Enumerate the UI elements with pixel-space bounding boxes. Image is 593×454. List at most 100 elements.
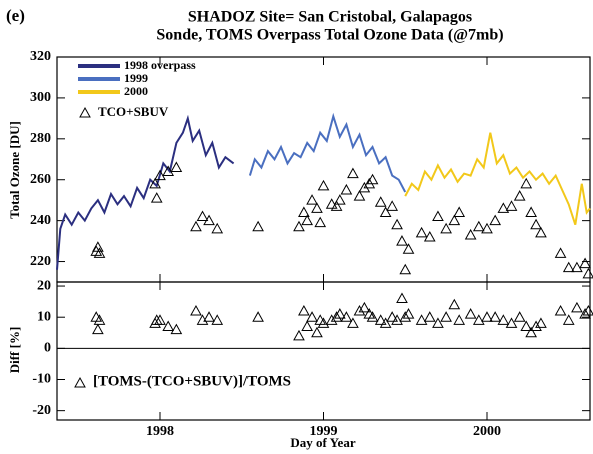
triangle-marker <box>162 165 175 177</box>
y-tick-label: -20 <box>32 403 51 418</box>
triangle-marker <box>252 220 264 232</box>
triangle-marker <box>423 230 436 242</box>
triangle-marker <box>472 220 485 232</box>
triangle-marker <box>432 317 444 328</box>
y-tick-label: 280 <box>30 131 51 146</box>
triangle-marker <box>196 210 209 222</box>
triangle-marker <box>535 226 547 238</box>
x-axis-label: Day of Year <box>290 435 355 450</box>
triangle-marker <box>203 311 215 322</box>
triangle-marker <box>535 317 547 328</box>
triangle-marker <box>306 194 318 205</box>
triangle-marker <box>379 317 392 328</box>
triangle-marker <box>489 311 502 322</box>
ozone-line <box>404 132 591 226</box>
triangle-marker <box>520 177 533 189</box>
triangle-marker <box>513 190 526 201</box>
y-tick-label: 300 <box>30 90 51 105</box>
triangle-marker <box>366 173 379 185</box>
triangle-marker <box>489 214 502 226</box>
triangle-marker <box>325 198 338 209</box>
triangle-marker <box>154 314 166 325</box>
y-tick-label: 10 <box>37 309 51 324</box>
triangle-marker <box>325 314 338 325</box>
y-tick-label: 0 <box>44 341 51 356</box>
triangle-marker <box>530 218 542 230</box>
triangle-marker <box>301 320 313 332</box>
triangle-marker <box>353 190 366 201</box>
legend-label: [TOMS-(TCO+SBUV)]/TOMS <box>93 373 291 389</box>
legend-marker <box>79 106 91 118</box>
triangle-marker <box>396 292 408 304</box>
x-tick-label: 1999 <box>310 424 338 439</box>
triangle-marker <box>562 261 575 273</box>
triangle-marker <box>298 304 310 316</box>
triangle-marker <box>481 311 493 322</box>
y-axis-label: Diff [%] <box>7 327 22 374</box>
triangle-marker <box>330 311 343 322</box>
triangle-marker <box>353 304 366 316</box>
triangle-marker <box>154 169 166 181</box>
triangle-marker <box>386 200 399 211</box>
triangle-marker <box>374 196 387 207</box>
y-tick-label: -10 <box>32 372 51 387</box>
triangle-marker <box>374 314 387 325</box>
triangle-marker <box>190 220 202 232</box>
panel-label: (e) <box>6 6 25 25</box>
triangle-marker <box>311 202 323 213</box>
triangle-marker <box>170 323 183 335</box>
triangle-marker <box>301 214 313 226</box>
triangle-marker <box>149 317 161 328</box>
triangle-marker <box>571 261 583 273</box>
triangle-marker <box>448 298 461 310</box>
y-axis-label: Total Ozone [DU] <box>7 121 22 219</box>
triangle-marker <box>311 326 323 338</box>
triangle-marker <box>293 220 305 232</box>
triangle-marker <box>366 311 379 322</box>
triangle-marker <box>334 194 346 205</box>
triangle-marker <box>464 228 477 240</box>
triangle-marker <box>415 226 428 238</box>
triangle-marker <box>211 222 224 234</box>
triangle-marker <box>399 263 412 275</box>
triangle-marker <box>162 320 175 332</box>
triangle-marker <box>579 257 591 269</box>
triangle-marker <box>525 206 537 217</box>
legend-label: 2000 <box>124 84 148 98</box>
triangle-marker <box>453 314 466 325</box>
triangle-marker <box>386 311 399 322</box>
triangle-marker <box>391 218 403 230</box>
triangle-marker <box>391 314 403 325</box>
triangle-marker <box>423 311 436 322</box>
triangle-marker <box>314 216 327 228</box>
triangle-marker <box>340 183 353 195</box>
y-tick-label: 240 <box>30 213 51 228</box>
y-tick-label: 220 <box>30 254 51 269</box>
triangle-marker <box>211 314 224 325</box>
triangle-marker <box>582 267 593 279</box>
triangle-marker <box>440 311 452 322</box>
triangle-marker <box>317 179 330 191</box>
triangle-marker <box>347 317 359 328</box>
triangle-marker <box>497 314 510 325</box>
triangle-marker <box>562 314 575 325</box>
triangle-marker <box>415 314 428 325</box>
legend-label: TCO+SBUV <box>98 104 169 119</box>
triangle-marker <box>525 326 537 338</box>
triangle-marker <box>150 192 163 203</box>
triangle-marker <box>440 222 452 234</box>
triangle-marker <box>252 311 264 322</box>
triangle-marker <box>505 317 518 328</box>
x-tick-label: 2000 <box>473 424 501 439</box>
triangle-marker <box>399 311 412 322</box>
triangle-marker <box>330 200 343 211</box>
triangle-marker <box>317 317 330 328</box>
triangle-marker <box>472 314 485 325</box>
triangle-marker <box>293 329 305 341</box>
legend-label: 1998 overpass <box>124 58 196 72</box>
triangle-marker <box>554 304 567 316</box>
ozone-line <box>248 112 407 193</box>
triangle-marker <box>448 214 461 226</box>
triangle-marker <box>571 301 583 313</box>
